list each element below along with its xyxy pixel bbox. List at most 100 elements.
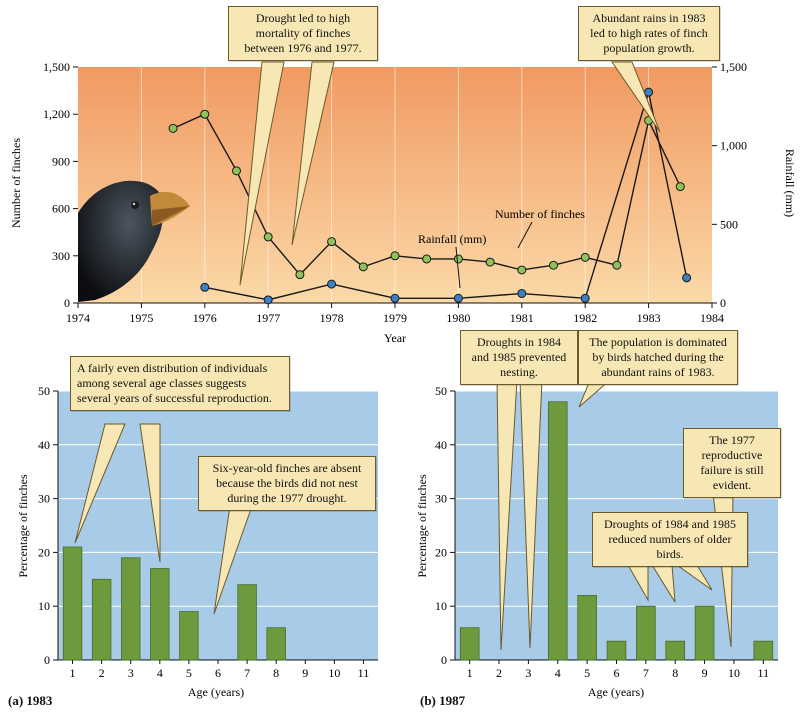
y-tick-label: 1,200 <box>43 107 70 121</box>
finches-point <box>168 123 178 133</box>
finches-point <box>580 252 590 262</box>
bar <box>577 595 597 661</box>
callout-pointer-drought-b <box>291 61 335 246</box>
bar-b-x-axis-title: Age (years) <box>588 685 644 699</box>
y-tick-label: 30 <box>435 492 447 506</box>
callout-pointer-even-2 <box>139 423 161 563</box>
bar <box>121 557 141 661</box>
x-tick-label: 1984 <box>700 311 724 325</box>
bar <box>547 401 568 661</box>
bar <box>62 546 83 661</box>
finches-point <box>517 265 527 275</box>
rainfall-point <box>390 293 400 303</box>
annotation-1977-failure: The 1977 reproductive failure is still e… <box>683 428 781 498</box>
annotation-dominated: The population is dominated by birds hat… <box>578 330 738 385</box>
x-tick-label: 5 <box>584 666 590 680</box>
x-tick-label: 3 <box>525 666 531 680</box>
y-tick-label: 300 <box>52 249 70 263</box>
finches-point <box>358 262 368 272</box>
bar <box>753 640 774 661</box>
x-tick-label: 11 <box>358 666 370 680</box>
x-tick-label: 8 <box>273 666 279 680</box>
bar <box>606 640 627 661</box>
label-rainfall: Rainfall (mm) <box>418 232 486 246</box>
label-number-of-finches: Number of finches <box>495 207 585 221</box>
bar <box>459 627 480 661</box>
x-tick-label: 2 <box>99 666 105 680</box>
annotation-abundant-rains: Abundant rains in 1983 led to high rates… <box>578 6 720 61</box>
x-tick-label: 10 <box>328 666 340 680</box>
annotation-even-distribution: A fairly even distribution of individual… <box>70 356 290 411</box>
x-tick-label: 5 <box>186 666 192 680</box>
rainfall-point <box>263 295 273 305</box>
x-tick-label: 4 <box>157 666 163 680</box>
x-tick-label: 10 <box>728 666 740 680</box>
x-tick-label: 7 <box>244 666 250 680</box>
y-tick-label: 0 <box>64 296 70 310</box>
y-tick-label: 0 <box>441 653 447 667</box>
finches-point <box>422 254 432 264</box>
x-tick-label: 6 <box>215 666 221 680</box>
panel-label-1987: (b) 1987 <box>420 693 466 708</box>
x-tick-label: 1975 <box>129 311 153 325</box>
rainfall-point <box>200 282 210 292</box>
finches-point <box>327 237 337 247</box>
x-tick-label: 7 <box>643 666 649 680</box>
annotation-droughts-nesting: Droughts in 1984 and 1985 prevented nest… <box>460 330 578 385</box>
finches-point <box>200 109 210 119</box>
bar <box>237 584 257 661</box>
line-chart-series <box>168 87 692 305</box>
y2-tick-label: 1,500 <box>720 60 747 74</box>
y-tick-label: 40 <box>38 438 50 452</box>
line-y2-axis-title: Rainfall (mm) <box>783 149 797 217</box>
bar-b-y-axis-title: Percentage of finches <box>415 474 429 578</box>
bar <box>179 611 199 661</box>
line-chart-axes: 1974 1975 1976 1977 1978 1979 1980 1981 1982 1983… <box>43 60 747 325</box>
finches-point <box>295 270 305 280</box>
x-tick-label: 1979 <box>383 311 407 325</box>
y2-tick-label: 0 <box>720 296 726 310</box>
line-x-axis-title: Year <box>384 331 406 345</box>
y-tick-label: 50 <box>38 384 50 398</box>
finches-point <box>263 232 273 242</box>
rainfall-point <box>644 87 654 97</box>
line-y-axis-title: Number of finches <box>9 138 23 228</box>
x-tick-label: 11 <box>758 666 770 680</box>
y-tick-label: 40 <box>435 438 447 452</box>
x-tick-label: 1981 <box>510 311 534 325</box>
y-tick-label: 30 <box>38 492 50 506</box>
finches-point <box>232 166 241 176</box>
x-tick-label: 6 <box>614 666 620 680</box>
y-tick-label: 10 <box>38 599 50 613</box>
rainfall-point <box>327 279 337 289</box>
finches-point <box>612 260 622 270</box>
x-tick-label: 9 <box>302 666 308 680</box>
x-tick-label: 2 <box>496 666 502 680</box>
bar <box>636 605 656 661</box>
bar <box>266 627 286 661</box>
finches-point <box>485 257 495 267</box>
x-tick-label: 8 <box>672 666 678 680</box>
bar-chart-1983: 0 10 20 30 40 50 1 2 3 4 5 6 7 8 9 10 11 <box>38 384 378 680</box>
x-tick-label: 1974 <box>66 311 90 325</box>
y-tick-label: 10 <box>435 599 447 613</box>
finch-illustration <box>78 180 190 302</box>
callout-pointer-rains <box>611 61 661 133</box>
y2-tick-label: 1,000 <box>720 139 747 153</box>
rainfall-point <box>453 293 463 303</box>
pointer-finches <box>517 221 533 249</box>
callout-pointer-even-1 <box>74 423 126 544</box>
bar <box>665 640 686 661</box>
bar <box>91 578 112 661</box>
bar <box>150 568 170 661</box>
y-tick-label: 20 <box>435 545 447 559</box>
panel-label-1983: (a) 1983 <box>8 693 53 708</box>
pointer-rainfall <box>455 246 461 289</box>
bar-a-x-axis-title: Age (years) <box>188 685 244 699</box>
y-tick-label: 600 <box>52 202 70 216</box>
y2-tick-label: 500 <box>720 217 738 231</box>
x-tick-label: 1976 <box>193 311 217 325</box>
x-tick-label: 1 <box>467 666 473 680</box>
x-tick-label: 1983 <box>637 311 661 325</box>
finches-point <box>453 254 463 264</box>
